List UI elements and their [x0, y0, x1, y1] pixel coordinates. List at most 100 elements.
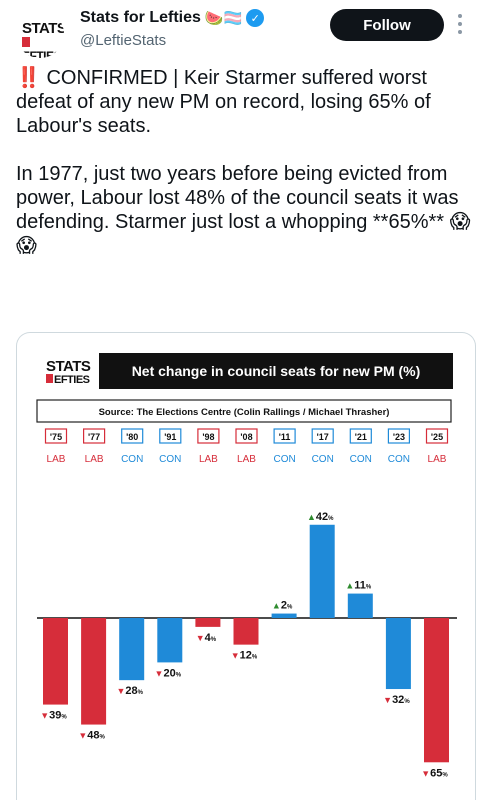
- year-box: [273, 428, 296, 444]
- chart-logo-bottom: EFTIES: [54, 374, 90, 386]
- data-label: ▼12%: [231, 650, 258, 662]
- data-label: ▼32%: [383, 694, 410, 706]
- tweet-paragraph-2: In 1977, just two years before being evi…: [16, 163, 471, 257]
- chart-logo: STATS EFTIES: [46, 358, 91, 386]
- data-label-suffix: %: [100, 735, 106, 741]
- party-label: CON: [273, 454, 295, 465]
- data-label-suffix: %: [138, 690, 144, 696]
- tweet-paragraph-1: ‼️ CONFIRMED | Keir Starmer suffered wor…: [16, 66, 478, 138]
- data-label: ▲2%: [272, 600, 293, 612]
- data-label-arrow: ▼: [196, 633, 205, 643]
- bar: [195, 618, 221, 627]
- data-label: ▼48%: [78, 730, 105, 742]
- data-label-value: 65: [430, 767, 442, 779]
- year-box: [387, 428, 410, 444]
- data-label-suffix: %: [328, 516, 334, 522]
- chart-source-box: [36, 399, 452, 423]
- year-box: [82, 428, 106, 444]
- avatar-logo-bottom-text: EFTIES: [22, 49, 62, 58]
- bar: [81, 618, 107, 725]
- data-label: ▼20%: [155, 667, 182, 679]
- user-handle[interactable]: @LeftieStats: [80, 32, 167, 49]
- data-label-arrow: ▼: [116, 686, 125, 696]
- data-label: ▼39%: [40, 710, 67, 722]
- data-label-value: 11: [354, 580, 366, 592]
- more-options-icon[interactable]: [458, 14, 464, 34]
- party-label: CON: [121, 454, 143, 465]
- data-label: ▲11%: [345, 580, 372, 592]
- data-label-arrow: ▼: [231, 651, 240, 661]
- data-label-suffix: %: [404, 699, 410, 705]
- x-tick-label: '11: [279, 432, 291, 442]
- chart-title: Net change in council seats for new PM (…: [132, 363, 421, 379]
- data-label: ▲42%: [307, 511, 334, 523]
- data-label-arrow: ▼: [40, 711, 49, 721]
- x-tick-label: '80: [126, 432, 138, 442]
- party-label: LAB: [237, 454, 256, 465]
- x-tick-label: '17: [317, 432, 329, 442]
- bar-chart: STATS EFTIES Net change in council seats…: [36, 353, 457, 779]
- data-label-value: 28: [125, 685, 137, 697]
- tweet-header: STATS EFTIES Stats for Lefties 🍉🏳️‍⚧️ ✓ …: [0, 0, 489, 62]
- display-name[interactable]: Stats for Lefties: [80, 9, 201, 26]
- data-label-suffix: %: [176, 672, 182, 678]
- bar: [233, 618, 259, 645]
- data-label-value: 4: [205, 632, 212, 644]
- data-label-suffix: %: [287, 605, 293, 611]
- tweet-line-1: CONFIRMED | Keir Starmer suffered worst …: [16, 67, 431, 137]
- tweet-media-image[interactable]: STATS EFTIES Net change in council seats…: [16, 332, 476, 800]
- party-label: LAB: [85, 454, 104, 465]
- data-label-arrow: ▲: [307, 512, 316, 522]
- double-exclamation-icon: ‼️: [16, 67, 41, 89]
- year-box: [121, 428, 144, 444]
- follow-button[interactable]: Follow: [330, 9, 444, 41]
- avatar[interactable]: STATS EFTIES: [16, 10, 64, 58]
- data-label-suffix: %: [366, 585, 372, 591]
- party-label: CON: [312, 454, 334, 465]
- data-label-value: 42: [316, 511, 328, 523]
- party-label: LAB: [47, 454, 66, 465]
- data-label: ▼4%: [196, 632, 217, 644]
- avatar-logo-top: STATS: [22, 20, 64, 37]
- bar: [424, 618, 449, 763]
- data-label-arrow: ▼: [421, 768, 430, 778]
- year-box: [197, 428, 220, 444]
- bar: [309, 524, 335, 618]
- data-label-suffix: %: [252, 655, 258, 661]
- x-tick-label: '77: [88, 432, 100, 442]
- data-label: ▼28%: [116, 685, 143, 697]
- data-label-arrow: ▲: [272, 601, 281, 611]
- party-label: LAB: [199, 454, 218, 465]
- data-label-arrow: ▼: [383, 695, 392, 705]
- bar: [271, 613, 297, 618]
- bar: [157, 618, 183, 663]
- bar: [385, 618, 411, 690]
- chart-title-bg: [99, 353, 453, 389]
- tweet-text: ‼️ CONFIRMED | Keir Starmer suffered wor…: [16, 66, 478, 258]
- data-label-suffix: %: [61, 715, 67, 721]
- data-label-suffix: %: [442, 772, 448, 778]
- data-label-value: 20: [163, 667, 175, 679]
- year-box: [159, 428, 182, 444]
- data-label-value: 39: [49, 710, 61, 722]
- year-box: [311, 428, 334, 444]
- logo-bar-icon: [22, 37, 30, 47]
- year-box: [349, 428, 372, 444]
- avatar-logo-bottom: EFTIES: [22, 35, 64, 58]
- data-label: ▼65%: [421, 767, 448, 779]
- x-tick-label: '21: [355, 432, 367, 442]
- bar: [43, 618, 68, 705]
- data-label-value: 2: [281, 600, 287, 612]
- x-tick-label: '23: [393, 432, 405, 442]
- year-box: [235, 428, 258, 444]
- data-label-value: 48: [87, 730, 99, 742]
- name-emoji: 🍉🏳️‍⚧️: [204, 10, 243, 27]
- chart-logo-bar-icon: [46, 374, 53, 383]
- x-tick-label: '75: [50, 432, 62, 442]
- x-tick-label: '91: [164, 432, 176, 442]
- x-tick-label: '98: [202, 432, 214, 442]
- data-label-value: 12: [240, 650, 252, 662]
- chart-logo-top: STATS: [46, 358, 91, 375]
- x-tick-label: '08: [240, 432, 252, 442]
- year-box: [44, 428, 68, 444]
